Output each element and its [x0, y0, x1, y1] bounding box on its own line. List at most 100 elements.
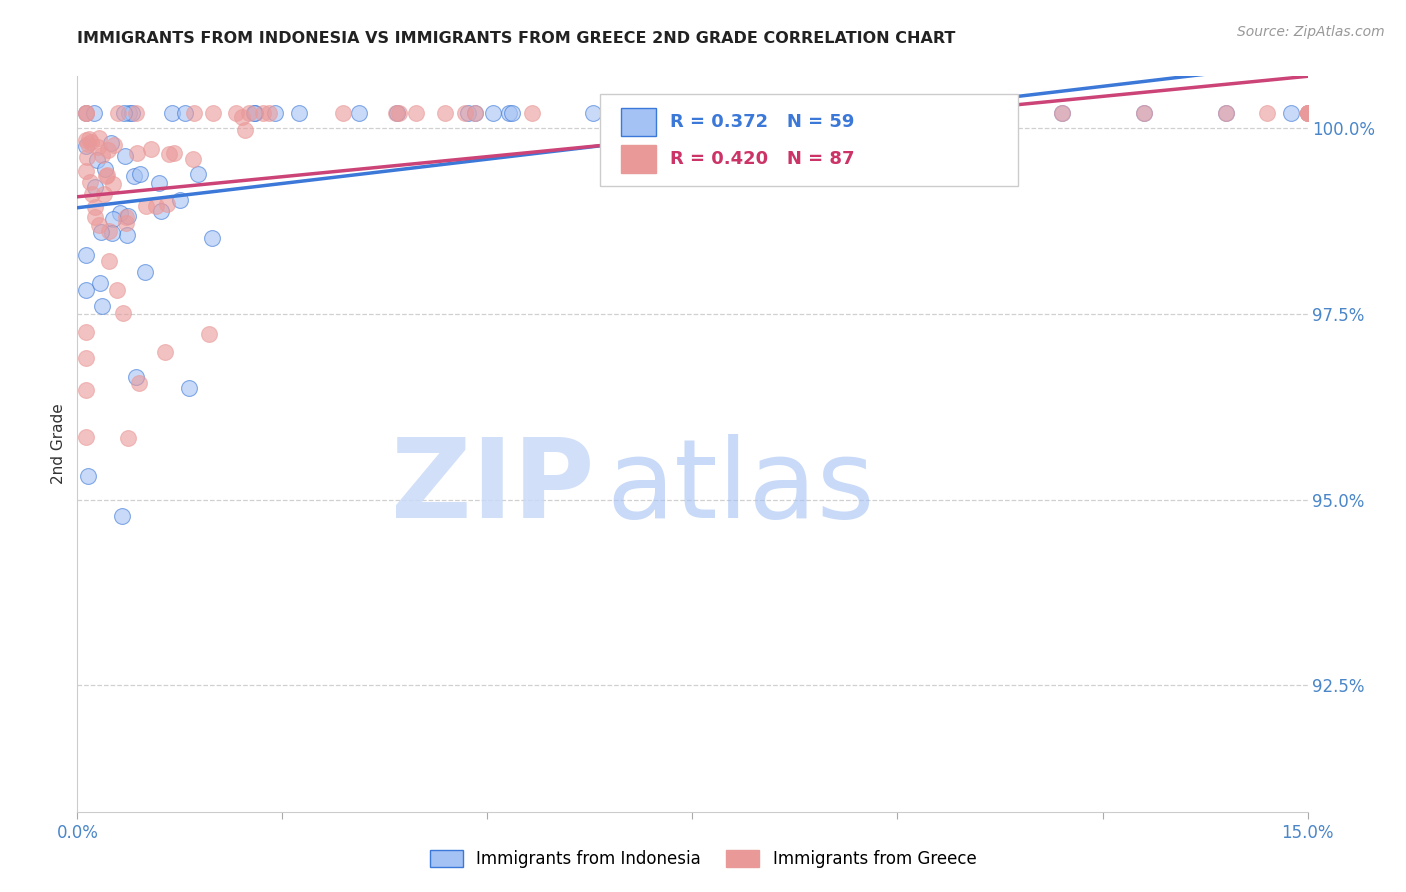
Point	[135, 199, 157, 213]
Point	[86, 153, 108, 168]
Point	[111, 508, 134, 523]
Point	[332, 106, 354, 120]
Point	[75, 106, 97, 120]
Point	[886, 106, 908, 120]
Point	[457, 106, 479, 120]
Point	[87, 131, 110, 145]
Point	[1296, 106, 1319, 120]
Point	[75, 248, 97, 262]
Text: IMMIGRANTS FROM INDONESIA VS IMMIGRANTS FROM GREECE 2ND GRADE CORRELATION CHART: IMMIGRANTS FROM INDONESIA VS IMMIGRANTS …	[77, 31, 956, 46]
Point	[636, 106, 658, 120]
Point	[886, 106, 908, 120]
Point	[643, 106, 665, 120]
Point	[75, 325, 97, 339]
Point	[174, 106, 197, 120]
Point	[76, 150, 98, 164]
Point	[90, 225, 112, 239]
Point	[626, 106, 648, 120]
Point	[243, 106, 266, 120]
Point	[82, 187, 104, 202]
Point	[125, 370, 148, 384]
Point	[201, 106, 224, 120]
Point	[464, 106, 486, 120]
Point	[121, 106, 143, 120]
Point	[103, 137, 125, 152]
Point	[83, 210, 105, 224]
Point	[84, 200, 107, 214]
Point	[607, 106, 630, 120]
Point	[1132, 106, 1154, 120]
Point	[87, 140, 110, 154]
Point	[75, 106, 97, 120]
Point	[118, 106, 141, 120]
Text: Source: ZipAtlas.com: Source: ZipAtlas.com	[1237, 25, 1385, 39]
Point	[605, 106, 627, 120]
Point	[1296, 106, 1319, 120]
Point	[481, 106, 503, 120]
Point	[1050, 106, 1073, 120]
Point	[686, 106, 709, 120]
Point	[75, 283, 97, 297]
Point	[125, 106, 148, 120]
Point	[782, 106, 804, 120]
Y-axis label: 2nd Grade: 2nd Grade	[51, 403, 66, 484]
Point	[501, 106, 523, 120]
Point	[107, 106, 129, 120]
Point	[582, 106, 605, 120]
Point	[114, 149, 136, 163]
Point	[616, 106, 638, 120]
Point	[94, 169, 117, 184]
Point	[115, 228, 138, 243]
Point	[75, 429, 97, 443]
Point	[105, 283, 128, 297]
Point	[112, 306, 135, 320]
Point	[433, 106, 456, 120]
Point	[1279, 106, 1302, 120]
Point	[153, 345, 176, 359]
Point	[97, 143, 120, 157]
Point	[347, 106, 370, 120]
Point	[233, 123, 256, 137]
Point	[150, 204, 173, 219]
Point	[198, 327, 221, 342]
Point	[384, 106, 406, 120]
Point	[1296, 106, 1319, 120]
Point	[1256, 106, 1278, 120]
Point	[139, 142, 162, 156]
Point	[101, 178, 124, 192]
Point	[186, 167, 208, 181]
Point	[77, 132, 100, 146]
Text: R = 0.420   N = 87: R = 0.420 N = 87	[671, 150, 855, 168]
Point	[928, 106, 950, 120]
Point	[522, 106, 544, 120]
Point	[125, 146, 148, 161]
Point	[264, 106, 287, 120]
Bar	[621, 145, 655, 173]
Point	[117, 209, 139, 223]
Point	[231, 110, 253, 124]
Point	[156, 197, 179, 211]
Point	[1050, 106, 1073, 120]
FancyBboxPatch shape	[600, 95, 1018, 186]
Point	[97, 224, 120, 238]
Point	[101, 212, 124, 227]
Point	[160, 106, 183, 120]
Point	[388, 106, 411, 120]
Point	[77, 136, 100, 151]
Point	[80, 135, 103, 149]
Point	[134, 265, 156, 279]
Point	[84, 179, 107, 194]
Text: atlas: atlas	[606, 434, 875, 541]
Point	[177, 381, 200, 395]
Point	[97, 254, 120, 268]
Point	[124, 169, 146, 183]
Point	[93, 186, 115, 201]
Point	[94, 162, 117, 177]
Point	[886, 106, 908, 120]
Point	[1215, 106, 1237, 120]
Point	[201, 231, 224, 245]
Point	[804, 106, 827, 120]
Point	[89, 277, 111, 291]
Point	[243, 106, 266, 120]
Text: R = 0.372   N = 59: R = 0.372 N = 59	[671, 113, 855, 131]
